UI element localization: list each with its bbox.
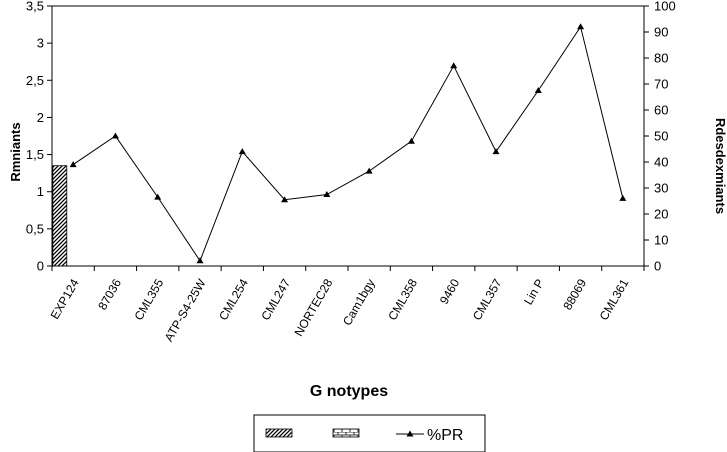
y2-tick-label: 20 [654, 207, 668, 222]
y-tick-label: 1,5 [26, 147, 44, 162]
data-point [450, 62, 458, 69]
y2-tick-label: 100 [654, 0, 676, 14]
x-tick-label: CML357 [470, 276, 505, 323]
y-tick-label: 3 [37, 36, 44, 51]
plot-frame [51, 5, 645, 267]
x-tick-label: EXP124 [48, 276, 82, 321]
x-tick-label: ATP-S4-25W [162, 276, 209, 344]
legend: %PR [253, 414, 486, 452]
x-tick-label: CML355 [132, 276, 167, 323]
plot-area [51, 5, 645, 267]
y2-tick-label: 50 [654, 129, 668, 144]
y-tick-label: 2 [37, 110, 44, 125]
left-axis: 0 0,5 1 1,5 2 2,5 3 3,5 [26, 0, 52, 274]
x-tick-label: Cam1bgy [340, 277, 378, 328]
x-tick-label: CML254 [216, 276, 251, 323]
legend-marker-triangle-icon [406, 430, 414, 437]
y-tick-label: 1 [37, 184, 44, 199]
data-point [619, 194, 627, 201]
x-tick-label: NORTEC28 [291, 276, 335, 339]
data-point [323, 191, 331, 197]
data-point [69, 161, 77, 168]
legend-marker-hatched-bar [265, 428, 293, 438]
data-point [365, 167, 373, 174]
data-point [196, 257, 204, 264]
y2-axis-label: Rdesdexmiants [713, 118, 727, 214]
right-axis: 0 10 20 30 40 50 60 70 80 90 100 [644, 0, 676, 274]
x-axis-label: G notypes [310, 383, 388, 400]
x-tick-label: CML247 [258, 276, 293, 323]
legend-marker-brick-bar [332, 428, 360, 438]
y2-tick-label: 90 [654, 25, 668, 40]
y-axis-label: Rmniants [8, 122, 23, 181]
y2-tick-label: 80 [654, 51, 668, 66]
y-tick-label: 2,5 [26, 73, 44, 88]
y-tick-label: 0 [37, 259, 44, 274]
data-point [111, 132, 119, 139]
x-tick-label: CML361 [597, 276, 632, 323]
bar [52, 165, 68, 267]
line-series [69, 23, 627, 264]
x-tick-label: 9460 [437, 276, 463, 306]
x-tick-label: Lin P [521, 277, 547, 308]
y2-tick-label: 0 [654, 259, 661, 274]
data-point [238, 148, 246, 155]
legend-label-3: %PR [427, 427, 463, 444]
x-tick-label: 87036 [95, 276, 124, 312]
bars [52, 165, 68, 267]
y-tick-label: 3,5 [26, 0, 44, 14]
data-point [492, 148, 500, 155]
data-point [577, 23, 585, 30]
data-point [154, 193, 162, 200]
legend-box [253, 414, 486, 452]
data-point [407, 137, 415, 144]
y2-tick-label: 30 [654, 181, 668, 196]
x-tick-label: 88069 [560, 276, 589, 312]
x-tick-label: CML358 [385, 276, 420, 323]
y-tick-label: 0,5 [26, 221, 44, 236]
series-line [72, 25, 624, 262]
y2-tick-label: 40 [654, 155, 668, 170]
y2-tick-label: 60 [654, 103, 668, 118]
data-point [281, 196, 289, 203]
y2-tick-label: 70 [654, 77, 668, 92]
data-point [534, 87, 542, 93]
y2-tick-label: 10 [654, 233, 668, 248]
